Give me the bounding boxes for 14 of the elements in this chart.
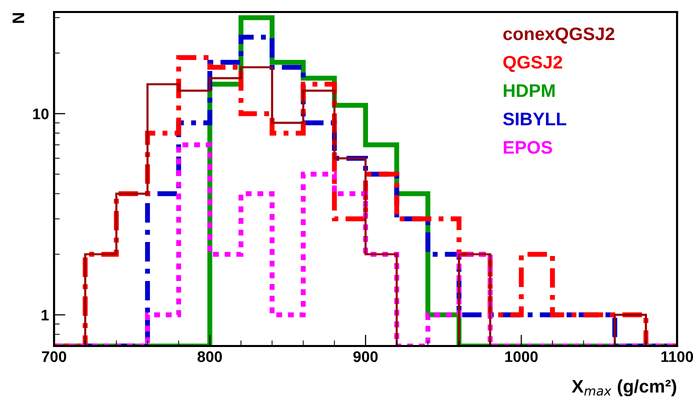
text: QGSJ2 (503, 56, 562, 72)
x-tick-label: 1000 (505, 351, 538, 362)
text: SIBYLL (503, 112, 566, 126)
x-tick-label: 800 (198, 351, 222, 362)
text: EPOS (504, 141, 552, 154)
y-tick-label: 1 (42, 310, 49, 320)
y-tick-label: 10 (33, 108, 49, 120)
text: conexQGSJ2 (503, 27, 614, 44)
x-axis-title: X$_{max}$ (g/cm²) (572, 379, 676, 396)
x-tick-label: 900 (353, 351, 378, 362)
x-tick-label: 700 (42, 351, 66, 362)
y-axis-title: N (12, 13, 24, 23)
x-tick-label: 1100 (661, 351, 693, 362)
text: HDPM (504, 84, 555, 97)
